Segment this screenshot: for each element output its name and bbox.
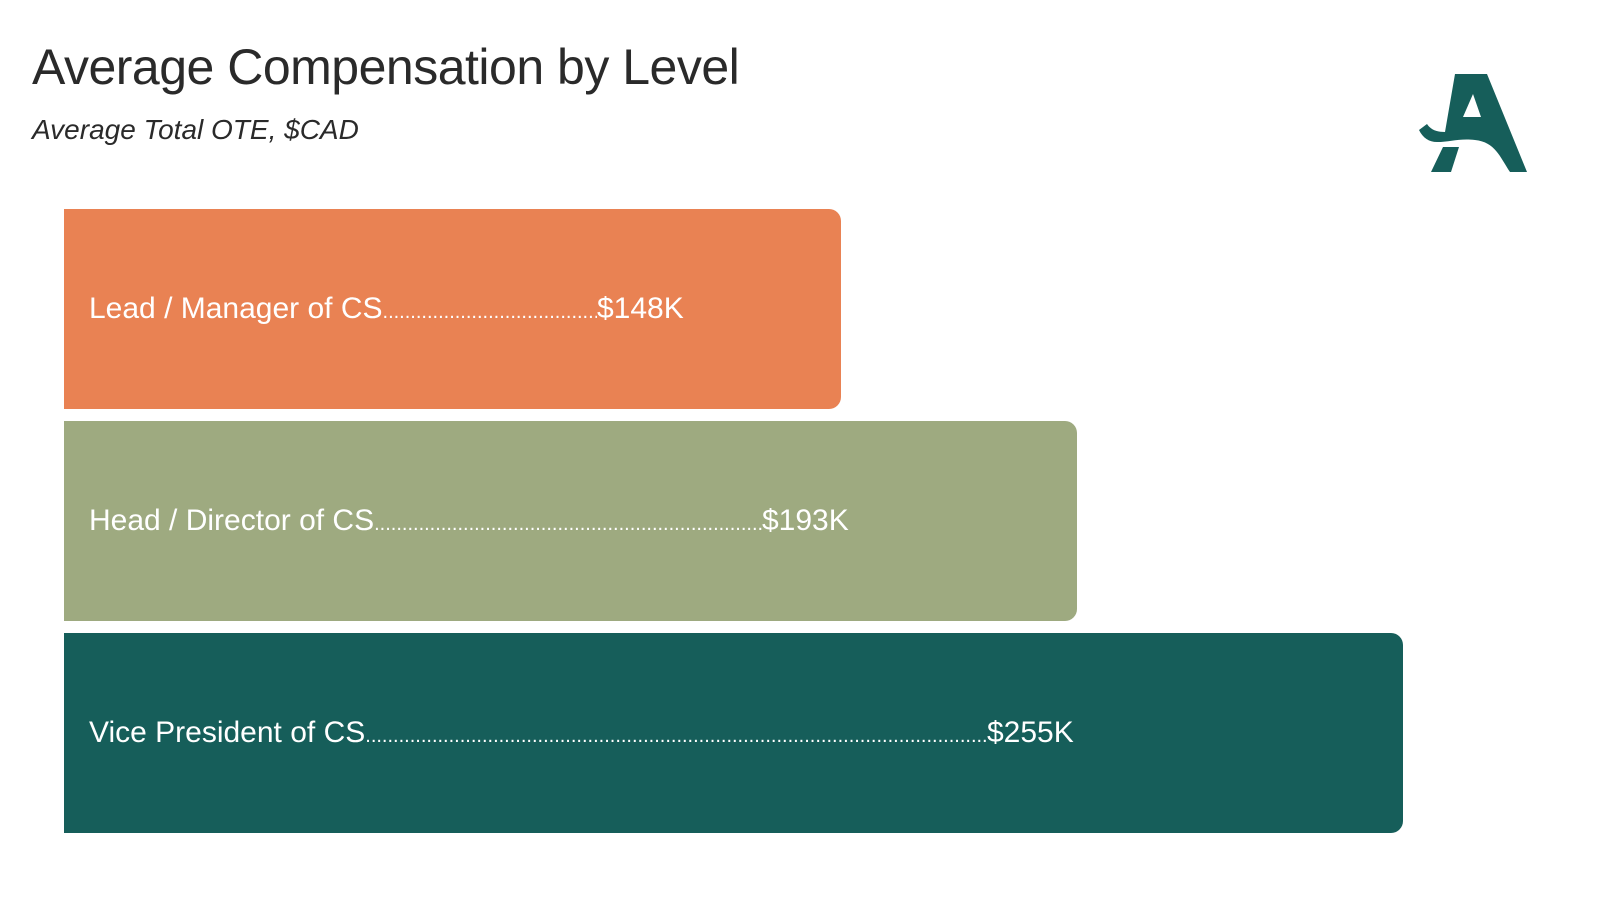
brand-logo — [1419, 74, 1527, 172]
bar-1: Lead / Manager of CS....................… — [64, 209, 841, 409]
category-label: Vice President of CS — [89, 716, 366, 749]
category-label: Head / Director of CS — [89, 504, 375, 537]
bar-2: Head / Director of CS...................… — [64, 421, 1078, 621]
value-label: $193K — [762, 504, 849, 537]
bar-label: Head / Director of CS...................… — [89, 504, 849, 538]
chart-title: Average Compensation by Level — [32, 39, 740, 95]
chart-subtitle: Average Total OTE, $CAD — [32, 114, 359, 145]
bar-label: Vice President of CS ...................… — [89, 716, 1074, 750]
value-label: $255K — [987, 716, 1074, 749]
bar-label: Lead / Manager of CS....................… — [89, 292, 684, 326]
leader-dots: ........................................… — [374, 513, 762, 535]
leader-dots: ........................................… — [382, 301, 597, 323]
logo-a-shape — [1419, 74, 1527, 172]
bar-3: Vice President of CS ...................… — [64, 633, 1403, 833]
category-label: Lead / Manager of CS — [89, 292, 383, 325]
value-label: $148K — [597, 292, 684, 325]
leader-dots: ........................................… — [365, 725, 987, 747]
